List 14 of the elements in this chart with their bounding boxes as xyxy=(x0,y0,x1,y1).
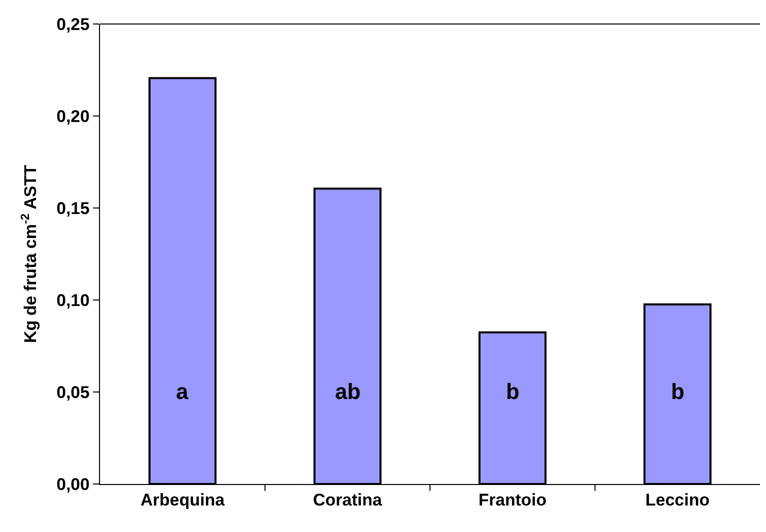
x-tick-label: Frantoio xyxy=(478,490,546,510)
annotation: ab xyxy=(335,379,361,404)
x-tick-label: Coratina xyxy=(313,490,383,510)
annotation: b xyxy=(671,379,684,404)
y-tick-label: 0,20 xyxy=(56,106,90,126)
y-tick-label: 0,10 xyxy=(56,290,90,310)
y-tick-label: 0,05 xyxy=(56,382,90,402)
annotation: b xyxy=(506,379,520,404)
y-tick-label: 0,00 xyxy=(56,474,90,494)
x-tick-label: Arbequina xyxy=(140,490,226,510)
x-tick-label: Leccino xyxy=(645,490,710,510)
y-tick-label: 0,15 xyxy=(56,198,90,218)
annotation: a xyxy=(176,379,189,404)
y-tick-label: 0,25 xyxy=(56,14,90,34)
